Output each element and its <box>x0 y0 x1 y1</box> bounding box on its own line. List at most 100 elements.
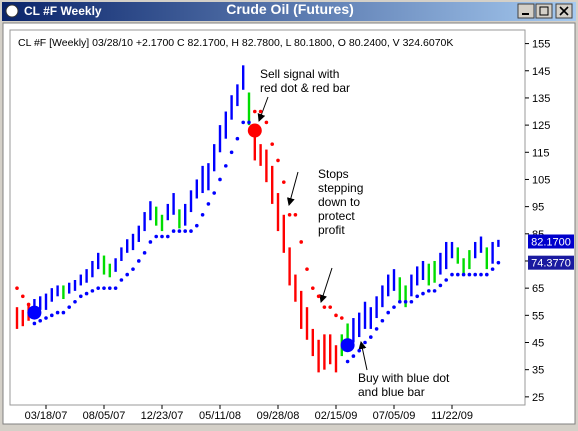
stop-dot <box>287 212 292 217</box>
price-marker-label: 74.3770 <box>531 258 571 270</box>
stop-dot <box>496 260 501 265</box>
stop-dot <box>305 267 309 271</box>
stop-dot <box>421 291 425 296</box>
annotation: and blue bar <box>358 385 425 399</box>
stop-dot <box>148 240 153 244</box>
stop-dot <box>166 234 170 239</box>
stop-dot <box>119 278 124 282</box>
stop-dot <box>171 229 176 233</box>
stop-dot <box>142 251 147 255</box>
stop-dot <box>229 150 234 155</box>
stop-dot <box>427 289 431 293</box>
stop-dot <box>247 120 251 125</box>
plot-frame <box>9 29 526 406</box>
signal-dot <box>27 305 42 320</box>
minimize-button[interactable] <box>517 3 535 19</box>
stop-dot <box>485 272 489 277</box>
maximize-button[interactable] <box>535 3 553 19</box>
y-tick-label: 105 <box>532 174 550 186</box>
stop-dot <box>369 335 373 339</box>
stop-dot <box>137 259 141 263</box>
y-tick-label: 125 <box>532 120 550 132</box>
stop-dot <box>415 294 420 299</box>
stop-dot <box>403 299 408 304</box>
app-icon <box>5 4 19 18</box>
stop-dot <box>154 234 158 239</box>
y-tick-label: 95 <box>532 202 544 214</box>
x-tick-label: 11/22/09 <box>431 410 473 422</box>
stop-dot <box>212 191 216 195</box>
window-title: CL #F Weekly <box>24 4 102 18</box>
price-marker <box>528 255 574 270</box>
window-buttons <box>517 3 573 19</box>
stop-dot <box>67 305 71 309</box>
arrow <box>358 341 368 371</box>
stop-dot <box>392 305 396 309</box>
stop-dot <box>235 136 240 141</box>
y-tick-label: 115 <box>532 147 550 159</box>
stop-dot <box>61 310 66 315</box>
stop-dot <box>374 327 379 331</box>
stop-dot <box>334 313 338 318</box>
annotations <box>257 96 368 371</box>
info-line: CL #F [Weekly] 03/28/10 +2.1700 C 82.170… <box>18 37 453 49</box>
stop-dot <box>316 294 321 299</box>
annotation: Buy with blue dot <box>358 371 450 385</box>
stop-dot <box>206 202 211 206</box>
stop-dot <box>160 234 164 239</box>
arrow <box>257 96 269 122</box>
annotation: Sell signal with <box>260 67 339 81</box>
stop-dot <box>351 354 356 358</box>
stop-dot <box>125 272 129 277</box>
stop-dot <box>26 302 31 307</box>
stop-dot <box>311 286 315 290</box>
stop-dot <box>253 109 257 114</box>
y-tick-label: 145 <box>532 66 550 78</box>
stop-dot <box>299 240 304 244</box>
stop-dot <box>44 316 48 320</box>
stop-dot <box>258 109 263 114</box>
x-tick-label: 02/15/09 <box>315 410 358 422</box>
stop-dot <box>183 229 187 233</box>
stop-dot <box>270 142 275 146</box>
stop-dot <box>241 120 245 125</box>
y-tick-label: 65 <box>532 283 544 295</box>
y-tick-label: 25 <box>532 392 544 404</box>
x-tick-label: 12/23/07 <box>141 410 184 422</box>
stop-dot <box>131 267 135 271</box>
y-tick-label: 35 <box>532 365 544 377</box>
stop-dot <box>102 286 106 290</box>
maximize-icon <box>539 6 549 16</box>
stop-dot <box>438 283 443 288</box>
x-tick-label: 08/05/07 <box>83 410 126 422</box>
stop-dot <box>200 212 205 217</box>
y-tick-label: 45 <box>532 338 544 350</box>
signal-dot <box>340 338 355 353</box>
stop-dot <box>340 316 344 320</box>
stop-dot <box>108 286 112 290</box>
stop-dot <box>15 286 19 290</box>
annotation: profit <box>318 223 345 237</box>
stop-dot <box>55 310 60 315</box>
stop-dot <box>345 359 350 364</box>
stop-dot <box>90 289 95 293</box>
x-tick-label: 05/11/08 <box>199 410 241 422</box>
stop-dot <box>473 272 478 277</box>
stop-dot <box>380 318 385 323</box>
x-tick-label: 03/18/07 <box>25 410 68 422</box>
stop-dot <box>21 294 25 299</box>
price-marker <box>528 234 574 249</box>
annotation: red dot & red bar <box>260 81 350 95</box>
stop-dot <box>177 229 182 233</box>
stop-dot <box>282 180 286 184</box>
x-tick-label: 09/28/08 <box>257 410 300 422</box>
stop-dot <box>189 229 193 233</box>
stop-dot <box>276 158 280 163</box>
stop-dot <box>218 177 222 182</box>
stop-dot <box>444 278 449 282</box>
stop-dot <box>195 223 199 228</box>
close-icon <box>559 6 569 16</box>
stop-dot <box>490 267 495 271</box>
stop-dot <box>409 299 414 304</box>
